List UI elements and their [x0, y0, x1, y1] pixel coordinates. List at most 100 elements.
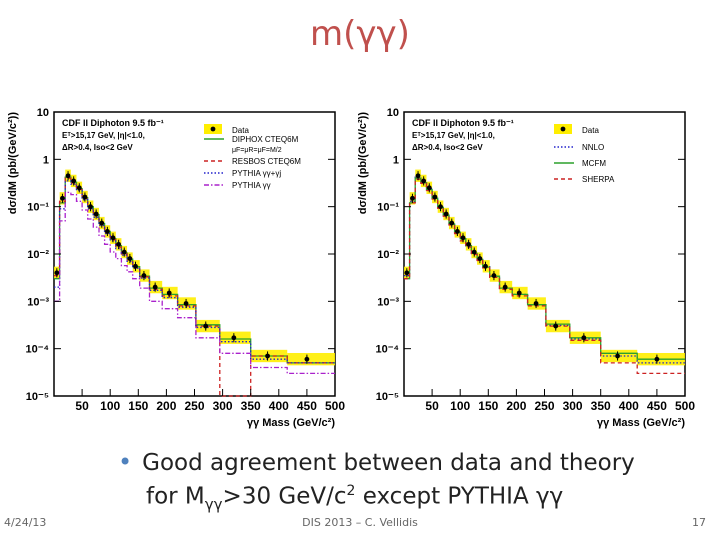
x-tick-label: 150	[128, 399, 148, 413]
x-tick-label: 450	[297, 399, 317, 413]
data-point	[133, 263, 138, 269]
info-text: ΔR>0.4, Iso<2 GeV	[62, 143, 133, 152]
x-tick-label: 50	[75, 399, 89, 413]
data-point	[432, 194, 438, 200]
data-point	[76, 185, 82, 191]
legend-label: Data	[582, 126, 599, 135]
data-point	[166, 290, 172, 296]
data-point	[454, 229, 460, 234]
y-tick-label: 10⁻⁴	[26, 344, 49, 356]
data-point	[265, 353, 270, 359]
data-point	[116, 241, 122, 247]
bullet-line-2: for Mγγ>30 GeV/c2 except PYTHIA γγ	[118, 477, 698, 518]
x-axis-label: γγ Mass (GeV/c²)	[247, 417, 335, 429]
footer-date: 4/24/13	[4, 516, 47, 529]
data-point	[104, 229, 110, 234]
legend-data-marker	[560, 126, 566, 132]
data-point	[127, 256, 133, 261]
y-axis-label: dσ/dM (pb/(GeV/c²))	[7, 112, 19, 215]
legend-label: NNLO	[582, 143, 604, 152]
legend-label: MCFM	[582, 159, 606, 168]
y-tick-label: 10⁻²	[27, 249, 49, 261]
y-tick-label: 10	[37, 107, 49, 119]
y-tick-label: 10	[387, 107, 399, 119]
data-point	[615, 353, 620, 359]
x-tick-label: 150	[478, 399, 498, 413]
data-point	[93, 211, 99, 217]
data-point	[516, 290, 522, 296]
legend-extra-label: μF=μR=μF=M/2	[232, 147, 282, 154]
legend-label: RESBOS CTEQ6M	[232, 157, 301, 166]
legend-label: SHERPA	[582, 175, 615, 184]
data-point	[466, 241, 472, 247]
data-point	[460, 235, 466, 241]
bullet-point: • Good agreement between data and theory …	[118, 448, 698, 518]
legend-label: PYTHIA γγ+γj	[232, 169, 281, 178]
mass-plot-left: 10⁻⁵ 10⁻⁴ 10⁻³ 10⁻² 10⁻¹ 1 10 50 100 150 200 250 300…	[7, 107, 345, 429]
y-tick-label: 10⁻¹	[377, 202, 399, 214]
data-point	[421, 178, 427, 184]
legend-label: Data	[232, 126, 249, 135]
data-point	[141, 273, 147, 278]
y-tick-label: 10⁻⁵	[376, 391, 399, 403]
series-line	[54, 191, 335, 375]
data-point	[88, 204, 93, 210]
bullet-text-pre: for M	[146, 483, 205, 510]
data-point	[121, 249, 127, 255]
data-point	[99, 220, 105, 226]
data-point	[443, 211, 449, 217]
y-tick-label: 10⁻³	[377, 296, 399, 308]
legend-label: PYTHIA γγ	[232, 181, 271, 190]
x-tick-label: 100	[100, 399, 120, 413]
x-tick-label: 450	[647, 399, 667, 413]
footer-page-number: 17	[692, 516, 706, 529]
y-tick-label: 1	[43, 154, 49, 166]
data-point	[502, 284, 508, 290]
x-tick-label: 350	[241, 399, 261, 413]
y-tick-label: 10⁻¹	[27, 202, 49, 214]
bullet-text-mid: >30 GeV/c	[222, 483, 347, 510]
x-axis-label: γγ Mass (GeV/c²)	[597, 417, 685, 429]
data-point	[60, 195, 65, 201]
data-point	[491, 273, 497, 278]
plot-frame	[53, 111, 336, 397]
data-point	[553, 323, 559, 329]
data-point	[54, 270, 60, 276]
info-text: CDF II Diphoton 9.5 fb⁻¹	[412, 118, 514, 128]
bullet-text-post: except PYTHIA γγ	[355, 483, 564, 510]
data-point	[404, 270, 410, 276]
info-text: Eᵀ>15,17 GeV, |η|<1.0,	[412, 131, 495, 140]
slide-title: m(γγ)	[310, 14, 410, 54]
x-tick-label: 500	[675, 399, 695, 413]
plot-frame	[403, 111, 686, 397]
bullet-line-1: Good agreement between data and theory	[142, 450, 635, 476]
footer-center: DIS 2013 – C. Vellidis	[302, 516, 418, 529]
data-point	[231, 335, 237, 341]
info-text: ΔR>0.4, Iso<2 GeV	[412, 143, 483, 152]
data-point	[438, 204, 443, 210]
x-tick-label: 50	[425, 399, 439, 413]
data-point	[477, 256, 483, 261]
y-tick-label: 1	[393, 154, 399, 166]
data-point	[71, 178, 77, 184]
data-point	[415, 173, 421, 179]
data-point	[426, 185, 432, 191]
bullet-text-sup: 2	[346, 483, 356, 499]
legend-data-marker	[210, 126, 216, 132]
y-tick-label: 10⁻⁵	[26, 391, 49, 403]
x-tick-label: 500	[325, 399, 345, 413]
x-tick-label: 300	[213, 399, 233, 413]
x-tick-label: 200	[156, 399, 176, 413]
data-point	[65, 173, 71, 179]
x-tick-label: 200	[506, 399, 526, 413]
bullet-text-sub: γγ	[204, 495, 223, 514]
mass-plot-right: 10⁻⁵ 10⁻⁴ 10⁻³ 10⁻² 10⁻¹ 1 10 50 100 150 200 250 300…	[357, 107, 695, 429]
info-text: CDF II Diphoton 9.5 fb⁻¹	[62, 118, 164, 128]
data-point	[449, 220, 455, 226]
x-tick-label: 250	[184, 399, 204, 413]
data-point	[110, 235, 116, 241]
bullet-icon: •	[118, 448, 133, 476]
data-point	[152, 284, 158, 290]
y-tick-label: 10⁻⁴	[376, 344, 399, 356]
x-tick-label: 100	[450, 399, 470, 413]
